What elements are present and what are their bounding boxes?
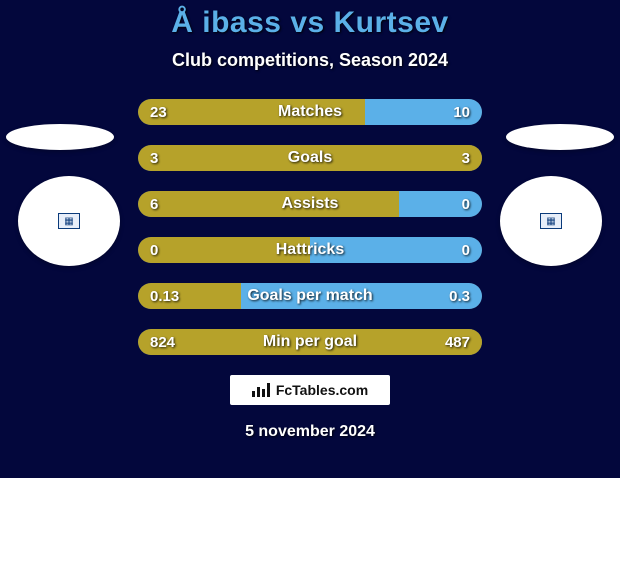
stat-label: Hattricks: [138, 237, 482, 263]
team-right-shirt: ▦: [500, 176, 602, 266]
page-title: Å ibass vs Kurtsev: [0, 6, 620, 40]
stat-label: Goals per match: [138, 283, 482, 309]
stat-label: Assists: [138, 191, 482, 217]
left-ellipse-decoration: [6, 124, 114, 150]
page-subtitle: Club competitions, Season 2024: [0, 50, 620, 71]
date-text: 5 november 2024: [0, 423, 620, 441]
stat-label: Goals: [138, 145, 482, 171]
right-ellipse-decoration: [506, 124, 614, 150]
brand-text: FcTables.com: [276, 382, 368, 398]
stat-row: 0.130.3Goals per match: [138, 283, 482, 309]
stat-row: 00Hattricks: [138, 237, 482, 263]
team-left-shirt: ▦: [18, 176, 120, 266]
stats-bars: 2310Matches 33Goals 60Assists 00Hattricks 0.…: [138, 99, 482, 355]
brand-bars-icon: [252, 383, 270, 397]
team-left-crest-icon: ▦: [58, 213, 80, 229]
stat-row: 2310Matches: [138, 99, 482, 125]
stat-row: 60Assists: [138, 191, 482, 217]
team-right-crest-icon: ▦: [540, 213, 562, 229]
brand-badge: FcTables.com: [230, 375, 390, 405]
stat-row: 33Goals: [138, 145, 482, 171]
stat-label: Min per goal: [138, 329, 482, 355]
stat-label: Matches: [138, 99, 482, 125]
blank-area: [0, 478, 620, 580]
stat-row: 824487Min per goal: [138, 329, 482, 355]
